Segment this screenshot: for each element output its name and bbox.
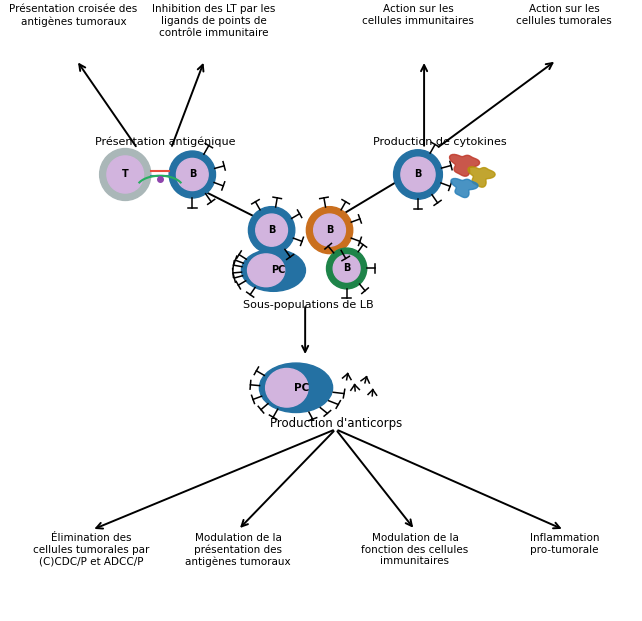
Polygon shape bbox=[449, 155, 480, 176]
Circle shape bbox=[401, 157, 435, 192]
Text: Présentation antigénique: Présentation antigénique bbox=[94, 136, 235, 147]
Circle shape bbox=[248, 207, 295, 253]
Text: Action sur les
cellules tumorales: Action sur les cellules tumorales bbox=[517, 4, 612, 26]
Circle shape bbox=[394, 150, 442, 199]
Text: Action sur les
cellules immunitaires: Action sur les cellules immunitaires bbox=[362, 4, 474, 26]
Ellipse shape bbox=[248, 254, 284, 287]
Text: B: B bbox=[189, 170, 196, 179]
Text: Production d'anticorps: Production d'anticorps bbox=[270, 417, 402, 430]
Text: Inflammation
pro-tumorale: Inflammation pro-tumorale bbox=[530, 533, 599, 555]
Text: B: B bbox=[326, 225, 333, 235]
Text: PC: PC bbox=[294, 383, 309, 392]
Text: Modulation de la
présentation des
antigènes tumoraux: Modulation de la présentation des antigè… bbox=[186, 533, 291, 568]
Text: PC: PC bbox=[272, 265, 286, 275]
Circle shape bbox=[327, 248, 367, 289]
Circle shape bbox=[107, 156, 144, 193]
Circle shape bbox=[256, 214, 288, 246]
Circle shape bbox=[333, 255, 360, 282]
Text: Sous-populations de LB: Sous-populations de LB bbox=[243, 300, 374, 310]
Text: Modulation de la
fonction des cellules
immunitaires: Modulation de la fonction des cellules i… bbox=[361, 533, 469, 566]
Polygon shape bbox=[468, 167, 495, 187]
Circle shape bbox=[177, 158, 208, 191]
Ellipse shape bbox=[259, 363, 333, 412]
Text: Présentation croisée des
antigènes tumoraux: Présentation croisée des antigènes tumor… bbox=[9, 4, 137, 27]
Text: Élimination des
cellules tumorales par
(C)CDC/P et ADCC/P: Élimination des cellules tumorales par (… bbox=[33, 533, 150, 566]
Circle shape bbox=[100, 148, 151, 201]
Text: Production de cytokines: Production de cytokines bbox=[372, 137, 506, 147]
Polygon shape bbox=[451, 178, 478, 197]
Circle shape bbox=[306, 207, 352, 253]
Ellipse shape bbox=[266, 368, 308, 407]
Text: B: B bbox=[268, 225, 275, 235]
Circle shape bbox=[314, 214, 345, 246]
Circle shape bbox=[169, 151, 216, 198]
Text: Inhibition des LT par les
ligands de points de
contrôle immunitaire: Inhibition des LT par les ligands de poi… bbox=[152, 4, 275, 38]
Text: T: T bbox=[122, 170, 128, 179]
Ellipse shape bbox=[241, 249, 306, 291]
Text: B: B bbox=[414, 170, 422, 179]
Text: B: B bbox=[343, 263, 351, 273]
